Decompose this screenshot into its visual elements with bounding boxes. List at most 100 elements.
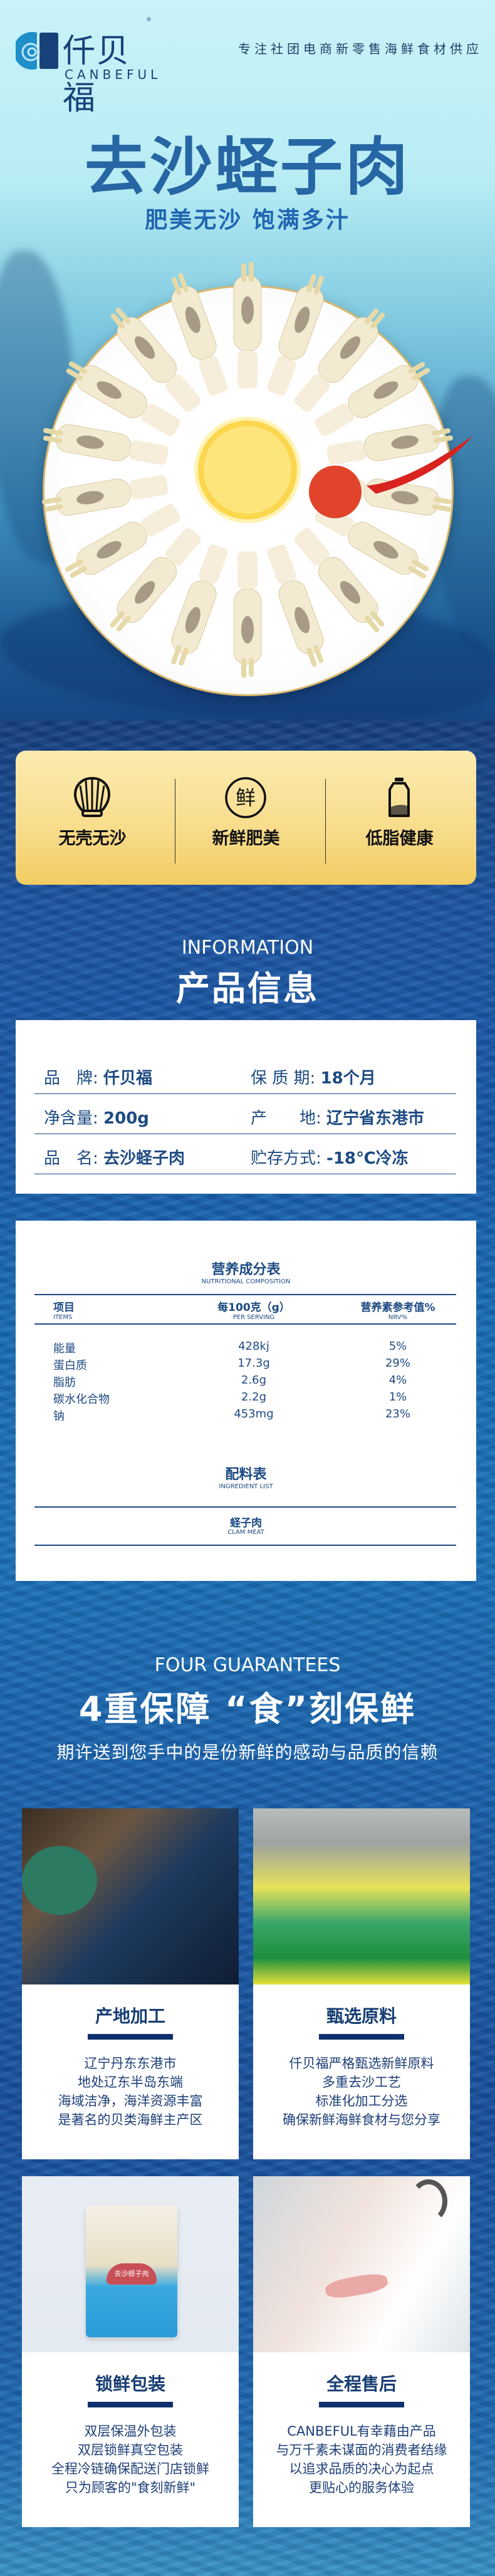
info-field: 产 地: 辽宁省东港市	[251, 1105, 424, 1129]
guarantee-description: CANBEFUL有幸藉由产品 与万千素未谋面的消费者结缘 以追求品质的决心为起点 更贴…	[253, 2422, 470, 2497]
description-line: 更贴心的服务体验	[309, 2480, 414, 2495]
clam-piece	[233, 551, 262, 678]
title-underline	[319, 2402, 404, 2407]
information-heading-cn: 产品信息	[176, 969, 319, 1008]
guarantee-card: 全程售后 CANBEFUL有幸藉由产品 与万千素未谋面的消费者结缘 以追求品质的决心…	[253, 2176, 470, 2527]
nutrition-cell: 碳水化合物	[53, 1393, 110, 1406]
title-underline	[88, 2034, 173, 2040]
nutrition-title: 营养成分表	[211, 1262, 281, 1278]
guarantee-photo	[22, 1808, 239, 1984]
nutrition-cell: 29%	[385, 1357, 410, 1370]
guarantees-tagline: 期许送到您手中的是份新鲜的感动与品质的信赖	[56, 1742, 439, 1763]
info-label: 净含量:	[44, 1109, 98, 1128]
header-cn: 项目	[53, 1301, 75, 1314]
nutrition-cell: 蛋白质	[53, 1359, 87, 1372]
description-line: 双层保温外包装	[84, 2424, 177, 2439]
registered-mark: ®	[146, 17, 152, 23]
brand-slogan: 专注社团电商新零售海鲜食材供应	[238, 41, 482, 56]
guarantee-photo	[253, 1808, 470, 1984]
guarantee-title: 产地加工	[95, 2006, 165, 2026]
headset-icon	[410, 2179, 447, 2223]
nutrition-card: 营养成分表 NUTRITIONAL COMPOSITION 项目 ITEMS 每10…	[16, 1221, 476, 1581]
nutrition-cell: 17.3g	[237, 1357, 270, 1370]
clam-piece	[110, 528, 201, 632]
guarantee-card: 产地加工 辽宁丹东东港市 地处辽东半岛东端 海域洁净，海洋资源丰富 是著名的贝类海鲜主…	[22, 1808, 239, 2159]
nutrition-row: 脂肪 2.6g 4%	[16, 1374, 476, 1390]
nutrition-subtitle: NUTRITIONAL COMPOSITION	[201, 1278, 291, 1285]
guarantee-photo	[253, 2176, 470, 2352]
clam-piece	[233, 262, 262, 388]
divider	[34, 1506, 456, 1508]
information-heading-en: INFORMATION	[181, 937, 314, 959]
title-underline	[88, 2402, 173, 2407]
guarantee-title: 甄选原料	[326, 2006, 397, 2026]
description-line: CANBEFUL有幸藉由产品	[287, 2424, 436, 2439]
divider	[34, 1323, 456, 1325]
description-line: 只为顾客的"食刻新鲜"	[65, 2480, 196, 2495]
clam-piece	[110, 307, 201, 412]
nutrition-row: 能量 428kj 5%	[16, 1340, 476, 1357]
info-field: 品 名: 去沙蛏子肉	[44, 1145, 185, 1169]
info-label: 产 地:	[251, 1109, 321, 1128]
brand-logo: 仟贝福 CANBEFUL ®	[16, 16, 157, 117]
ingredient-title: 配料表	[225, 1467, 267, 1483]
description-line: 仟贝福严格甄选新鲜原料	[289, 2056, 434, 2071]
info-field: 贮存方式: -18℃冷冻	[251, 1145, 409, 1169]
guarantee-card: 去沙蛏子肉 锁鲜包装 双层保温外包装 双层锁鲜真空包装 全程冷链确保配送门店锁鲜 只为…	[22, 2176, 239, 2527]
description-line: 地处辽东半岛东端	[78, 2075, 183, 2090]
info-label: 品 名:	[44, 1149, 98, 1168]
benefit-label: 低脂健康	[365, 829, 434, 848]
product-info-card: 品 牌: 仟贝福保 质 期: 18个月 净含量: 200g 产 地: 辽宁省东港市品…	[16, 1020, 476, 1194]
svg-text:鲜: 鲜	[236, 786, 256, 810]
info-value: 200g	[103, 1109, 149, 1128]
description-line: 与万千素未谋面的消费者结缘	[276, 2443, 447, 2458]
nutrition-row: 钠 453mg 23%	[16, 1407, 476, 1424]
shell-logo-icon	[16, 32, 58, 70]
clam-piece	[315, 362, 430, 436]
guarantee-title: 锁鲜包装	[95, 2374, 165, 2394]
nutrition-cell: 453mg	[234, 1407, 274, 1421]
header-cn: 每100克（g）	[217, 1301, 290, 1314]
benefit-label: 新鲜肥美	[212, 829, 280, 848]
nutrition-column-header: 项目 ITEMS	[53, 1298, 128, 1321]
bottle-icon	[388, 778, 410, 817]
brand-name-en: CANBEFUL	[65, 67, 162, 82]
clam-piece	[267, 274, 324, 396]
nutrition-column-header: 每100克（g） PER SERVING	[191, 1298, 316, 1321]
guarantee-description: 辽宁丹东东港市 地处辽东半岛东端 海域洁净，海洋资源丰富 是著名的贝类海鲜主产区	[22, 2054, 239, 2129]
nutrition-row: 碳水化合物 2.2g 1%	[16, 1390, 476, 1407]
info-field: 品 牌: 仟贝福	[44, 1065, 152, 1088]
ingredient-item-en: CLAM MEAT	[227, 1529, 264, 1536]
product-subtitle: 肥美无沙 饱满多汁	[145, 207, 350, 233]
description-line: 双层锁鲜真空包装	[78, 2443, 183, 2458]
guarantee-description: 双层保温外包装 双层锁鲜真空包装 全程冷链确保配送门店锁鲜 只为顾客的"食刻新鲜"	[22, 2422, 239, 2497]
info-row: 品 牌: 仟贝福 保 质 期: 18个月	[34, 1054, 456, 1094]
description-line: 海域洁净，海洋资源丰富	[58, 2094, 203, 2109]
nutrition-row: 蛋白质 17.3g 29%	[16, 1357, 476, 1374]
header-en: NRV%	[388, 1314, 408, 1321]
header-en: ITEMS	[53, 1314, 73, 1321]
clam-piece	[294, 528, 385, 633]
clam-piece	[171, 273, 228, 396]
package-label: 去沙蛏子肉	[107, 2263, 157, 2285]
nutrition-cell: 4%	[388, 1374, 407, 1387]
guarantees-heading-en: FOUR GUARANTEES	[154, 1654, 341, 1676]
info-value: -18℃冷冻	[326, 1149, 409, 1168]
title-underline	[319, 2034, 404, 2040]
description-line: 是著名的贝类海鲜主产区	[58, 2112, 203, 2127]
info-value: 18个月	[320, 1069, 376, 1088]
nutrition-cell: 2.6g	[241, 1374, 267, 1387]
guarantee-description: 仟贝福严格甄选新鲜原料 多重去沙工艺 标准化加工分选 确保新鲜海鲜食材与您分享	[253, 2054, 470, 2129]
tomato-slice	[309, 466, 362, 518]
divider	[325, 779, 326, 863]
benefit-label: 无壳无沙	[58, 829, 127, 848]
info-value: 去沙蛏子肉	[103, 1149, 185, 1168]
guarantee-card: 甄选原料 仟贝福严格甄选新鲜原料 多重去沙工艺 标准化加工分选 确保新鲜海鲜食材与您分…	[253, 1808, 470, 2159]
guarantee-title: 全程售后	[326, 2374, 397, 2394]
info-label: 贮存方式:	[251, 1149, 321, 1168]
ingredient-subtitle: INGREDIENT LIST	[219, 1483, 273, 1490]
description-line: 标准化加工分选	[315, 2094, 408, 2109]
ingredient-item-cn: 蛏子肉	[230, 1517, 262, 1530]
benefit-no-shell: 无壳无沙	[16, 751, 169, 885]
info-field: 净含量: 200g	[44, 1105, 149, 1129]
